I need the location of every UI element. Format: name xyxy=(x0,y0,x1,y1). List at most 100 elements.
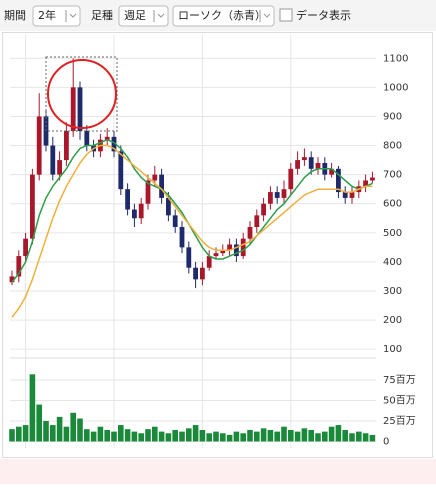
volume-bar xyxy=(335,425,342,442)
candle-body xyxy=(363,180,368,187)
highlight-circle xyxy=(47,59,117,129)
volume-bar xyxy=(288,429,294,442)
volume-bar xyxy=(315,433,321,442)
candle-body xyxy=(288,168,294,190)
candle-body xyxy=(295,160,300,169)
volume-bar xyxy=(240,433,246,442)
moving-average xyxy=(11,138,373,283)
candle-body xyxy=(16,256,22,277)
volume-bar xyxy=(281,426,287,442)
candle-body xyxy=(179,227,185,248)
volume-bar xyxy=(247,429,253,442)
y-tick-label: 500 xyxy=(383,228,402,239)
volume-bar xyxy=(16,426,22,442)
candle-body xyxy=(125,189,130,210)
candle-body xyxy=(329,168,334,175)
volume-bar xyxy=(36,404,42,442)
volume-bar xyxy=(233,431,240,442)
data-checkbox[interactable] xyxy=(279,8,293,22)
candle-body xyxy=(84,131,90,146)
volume-bar xyxy=(206,433,212,442)
candle-body xyxy=(77,87,83,131)
volume-bar xyxy=(199,429,206,442)
candle-body xyxy=(104,136,110,140)
volume-bar xyxy=(145,429,151,442)
volume-bar xyxy=(267,429,274,442)
candle-body xyxy=(261,203,266,216)
volume-tick-label: 50百万 xyxy=(383,394,416,406)
candle-body xyxy=(57,160,62,175)
volume-bar xyxy=(77,418,83,442)
candle-body xyxy=(342,192,348,198)
volume-bar xyxy=(349,433,355,442)
candle-body xyxy=(30,174,35,239)
chart-frame xyxy=(2,32,433,458)
volume-bar xyxy=(322,431,328,442)
volume-bar xyxy=(22,425,29,442)
volume-bar xyxy=(50,425,56,442)
volume-bar xyxy=(43,420,49,442)
candle-body xyxy=(64,131,69,161)
candle-body xyxy=(370,177,375,181)
footer-band xyxy=(0,459,436,484)
candle-body xyxy=(254,215,260,227)
candle-body xyxy=(220,250,226,254)
volume-bar xyxy=(179,431,185,442)
volume-bar xyxy=(90,431,97,442)
volume-bar xyxy=(84,429,90,442)
volume-bar xyxy=(301,428,308,442)
volume-bar xyxy=(104,429,110,442)
volume-bar xyxy=(56,416,63,442)
dropdown-arrow xyxy=(259,10,271,22)
candle-body xyxy=(247,227,253,239)
volume-bar xyxy=(369,434,376,442)
y-tick-label: 1100 xyxy=(383,53,408,64)
candle-body xyxy=(281,189,287,198)
candle-body xyxy=(159,174,164,198)
volume-bar xyxy=(220,433,226,442)
candle-body xyxy=(118,151,124,190)
candle-body xyxy=(227,244,232,251)
period-label: 期間 xyxy=(4,9,26,22)
y-tick-label: 1000 xyxy=(383,82,408,93)
volume-bar xyxy=(356,431,362,442)
volume-tick-label: 25百万 xyxy=(383,415,416,427)
checkbox-label: データ表示 xyxy=(296,8,351,22)
volume-bar xyxy=(342,429,348,442)
period-value: 2年 xyxy=(38,8,56,22)
candle-body xyxy=(70,87,76,131)
candle-body xyxy=(23,238,28,257)
y-tick-label: 100 xyxy=(383,344,402,355)
style-select[interactable] xyxy=(172,5,275,27)
volume-bar xyxy=(213,431,219,442)
candle-body xyxy=(152,174,158,181)
volume-bar xyxy=(118,425,124,442)
candle-body xyxy=(240,238,246,257)
candle-body xyxy=(274,192,280,198)
candle-body xyxy=(193,267,198,280)
plot: 100 200 300 400 500 600 700 800 900 1000 1100 0 25百万… xyxy=(9,35,416,473)
volume-bar xyxy=(186,428,192,442)
volume-bar xyxy=(152,426,158,442)
candle-body xyxy=(50,145,56,175)
bar-select[interactable] xyxy=(118,5,169,27)
candle-body xyxy=(234,244,239,257)
bar-label: 足種 xyxy=(91,8,113,22)
candle-body xyxy=(172,215,178,227)
candle-body xyxy=(9,276,15,283)
volume-bar xyxy=(308,429,314,442)
volume-bar xyxy=(260,428,267,442)
volume-bar xyxy=(131,431,138,442)
candle-body xyxy=(186,247,192,268)
volume-bar xyxy=(63,426,70,442)
period-select[interactable] xyxy=(32,5,81,27)
y-tick-label: 800 xyxy=(383,141,402,152)
volume-tick-label: 75百万 xyxy=(383,374,416,386)
dropdown-arrow xyxy=(153,10,165,22)
candle-body xyxy=(349,192,355,198)
y-tick-label: 300 xyxy=(383,286,402,297)
bar-value: 週足 xyxy=(124,9,146,22)
candle-body xyxy=(36,116,42,175)
volume-bar xyxy=(158,431,165,442)
